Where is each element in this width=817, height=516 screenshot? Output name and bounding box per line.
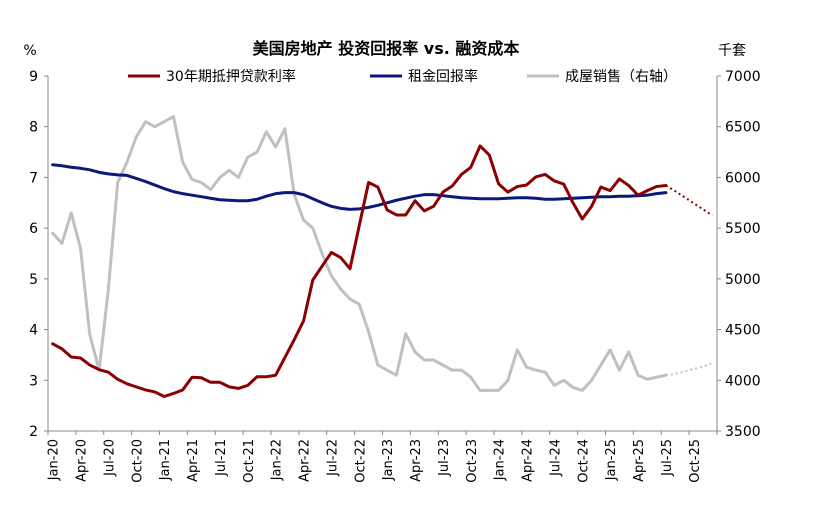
x-tick-label: Jul-21 bbox=[214, 439, 229, 477]
existing-home-sales-line bbox=[51, 115, 668, 392]
left-tick-label: 6 bbox=[29, 221, 38, 237]
x-tick-label: Jul-20 bbox=[102, 439, 117, 477]
series-layer bbox=[51, 115, 713, 399]
left-tick-label: 4 bbox=[29, 323, 38, 339]
x-tick-label: Apr-25 bbox=[632, 439, 647, 482]
x-tick-label: Oct-23 bbox=[465, 439, 480, 483]
right-tick-label: 5000 bbox=[725, 272, 761, 288]
left-axis-unit: % bbox=[23, 43, 36, 59]
right-axis-unit: 千套 bbox=[718, 43, 746, 59]
existing-home-sales-forecast-line bbox=[665, 362, 713, 377]
mortgage-rate-forecast-line bbox=[665, 184, 713, 217]
legend-label-rent: 租金回报率 bbox=[408, 68, 478, 85]
legend-label-sales: 成屋销售（右轴） bbox=[565, 69, 677, 85]
legend: 30年期抵押贷款利率 租金回报率 成屋销售（右轴） bbox=[128, 68, 677, 85]
x-tick-label: Oct-24 bbox=[576, 439, 591, 483]
right-tick-label: 5500 bbox=[725, 221, 761, 237]
right-tick-label: 4000 bbox=[725, 373, 761, 389]
x-tick-label: Jan-22 bbox=[270, 439, 285, 481]
right-tick-label: 6000 bbox=[725, 170, 761, 186]
x-tick-label: Apr-21 bbox=[186, 439, 201, 482]
x-tick-label: Jan-20 bbox=[47, 439, 62, 481]
x-tick-label: Oct-21 bbox=[242, 439, 257, 483]
left-tick-label: 8 bbox=[29, 120, 38, 136]
x-tick-label: Apr-22 bbox=[298, 439, 313, 482]
rent-yield-line bbox=[51, 163, 668, 211]
left-tick-label: 5 bbox=[29, 272, 38, 288]
axes: 2 3 4 5 6 7 8 9 3500 4000 4500 5000 5500 6000 6500 7000… bbox=[29, 69, 761, 483]
x-tick-label: Jan-21 bbox=[158, 439, 173, 481]
legend-label-mortgage: 30年期抵押贷款利率 bbox=[166, 68, 296, 85]
x-tick-label: Jan-24 bbox=[493, 439, 508, 481]
x-tick-label: Oct-22 bbox=[353, 439, 368, 483]
x-tick-label: Apr-23 bbox=[409, 439, 424, 482]
left-tick-label: 7 bbox=[29, 170, 38, 186]
x-tick-label: Jul-24 bbox=[548, 439, 563, 477]
x-tick-label: Jan-25 bbox=[604, 439, 619, 481]
x-tick-label: Jan-23 bbox=[381, 439, 396, 481]
chart-title: 美国房地产 投资回报率 vs. 融资成本 bbox=[253, 39, 520, 58]
x-tick-label: Apr-20 bbox=[75, 439, 90, 482]
left-tick-label: 3 bbox=[29, 373, 38, 389]
left-tick-label: 9 bbox=[29, 69, 38, 85]
x-tick-label: Apr-24 bbox=[521, 439, 536, 482]
right-tick-label: 6500 bbox=[725, 120, 761, 136]
x-tick-label: Jul-22 bbox=[325, 439, 340, 477]
right-tick-label: 3500 bbox=[725, 424, 761, 440]
x-tick-label: Jul-25 bbox=[660, 439, 675, 477]
x-tick-label: Oct-20 bbox=[130, 439, 145, 483]
right-tick-label: 4500 bbox=[725, 323, 761, 339]
left-tick-label: 2 bbox=[29, 424, 38, 440]
x-tick-label: Jul-23 bbox=[437, 439, 452, 477]
right-tick-label: 7000 bbox=[725, 69, 761, 85]
x-tick-label: Oct-25 bbox=[688, 439, 703, 483]
mortgage-rate-line bbox=[51, 144, 668, 399]
